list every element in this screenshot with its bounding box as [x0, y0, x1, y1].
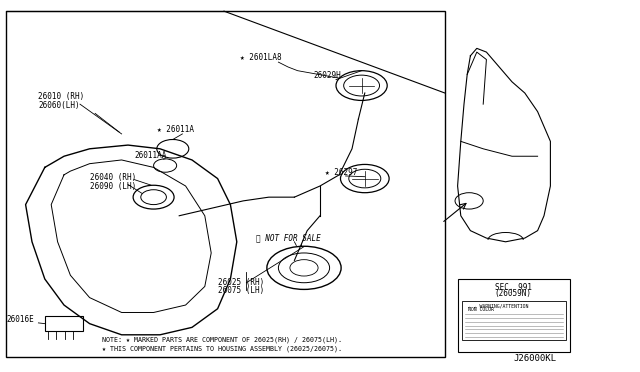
Text: 26011AA: 26011AA [134, 151, 167, 160]
Text: (26059N): (26059N) [495, 289, 532, 298]
Text: ⚠ ⚠ WARNING/ATTENTION: ⚠ ⚠ WARNING/ATTENTION [468, 303, 529, 308]
Text: SEC. 991: SEC. 991 [495, 283, 532, 292]
Bar [462, 301, 566, 340]
Bar [458, 279, 570, 352]
Text: 26090 (LH): 26090 (LH) [90, 182, 136, 190]
Bar [45, 316, 83, 331]
Text: NON COLOR: NON COLOR [468, 307, 494, 312]
Text: ★ 26011A: ★ 26011A [157, 125, 194, 134]
Text: ★ NOT FOR SALE: ★ NOT FOR SALE [256, 233, 321, 242]
Text: 26060(LH): 26060(LH) [38, 101, 80, 110]
Text: 26075 (LH): 26075 (LH) [218, 286, 264, 295]
Text: 26010 (RH): 26010 (RH) [38, 92, 84, 100]
Text: 26040 (RH): 26040 (RH) [90, 173, 136, 182]
Text: 26029H: 26029H [314, 71, 341, 80]
Text: ★ 2601LA8: ★ 2601LA8 [240, 53, 282, 62]
Text: J26000KL: J26000KL [514, 355, 557, 363]
Text: 26025 (RH): 26025 (RH) [218, 278, 264, 286]
Bar [6, 11, 445, 357]
Text: 26016E: 26016E [6, 315, 34, 324]
Text: NOTE: ★ MARKED PARTS ARE COMPONENT OF 26025(RH) / 26075(LH).
★ THIS COMPONENT PE: NOTE: ★ MARKED PARTS ARE COMPONENT OF 26… [102, 336, 342, 352]
Text: ★ 26297: ★ 26297 [325, 168, 358, 177]
